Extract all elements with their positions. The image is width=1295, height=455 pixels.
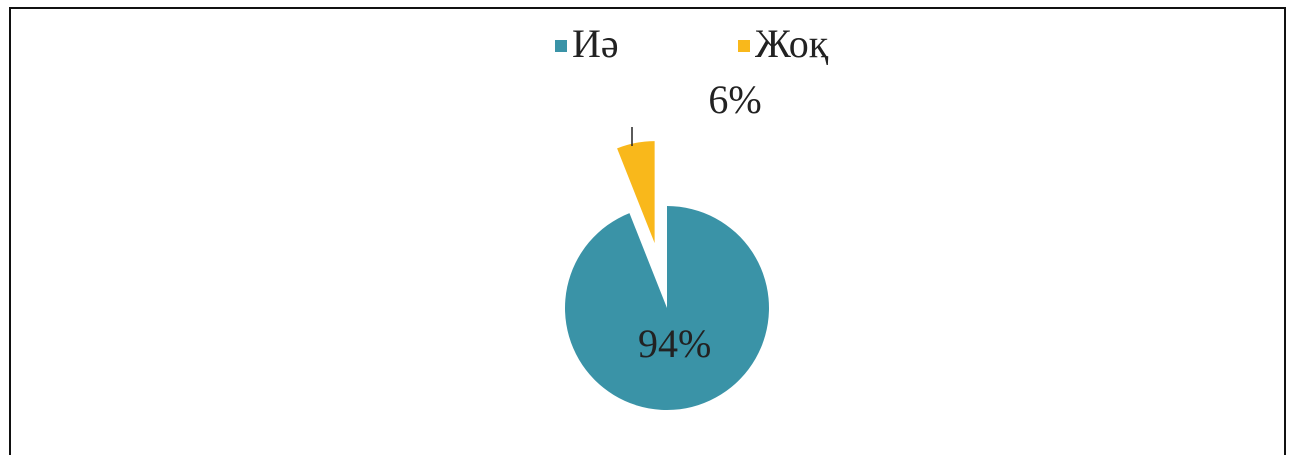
data-label: 94% <box>638 321 711 366</box>
legend-swatch <box>555 40 567 52</box>
pie-slice <box>565 206 770 411</box>
pie-slice <box>617 141 655 244</box>
legend-swatch <box>738 40 750 52</box>
data-label: 6% <box>708 77 761 122</box>
legend-label: Иә <box>572 21 619 66</box>
frame <box>9 7 1286 455</box>
legend-label: Жоқ <box>755 21 829 66</box>
